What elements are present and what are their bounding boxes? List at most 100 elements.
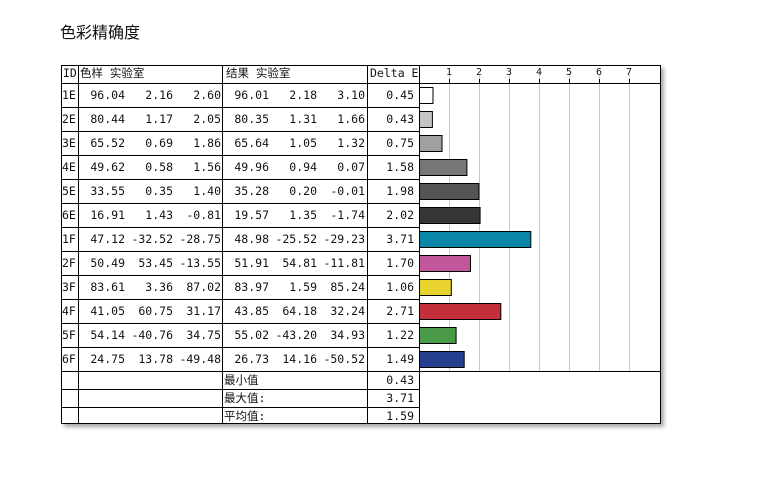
result-lab-value: 32.24 — [330, 304, 365, 318]
x-tick-label: 5 — [566, 67, 573, 78]
delta-e-bar-5f — [419, 327, 457, 344]
result-lab-value: 1.59 — [289, 280, 317, 294]
sample-lab-value: 16.91 — [90, 208, 125, 222]
sample-lab-value: 34.75 — [186, 328, 221, 342]
sample-lab-value: -32.52 — [131, 232, 173, 246]
sample-lab-value: 2.05 — [193, 112, 221, 126]
sample-lab-value: 53.45 — [138, 256, 173, 270]
delta-e-bar-1e — [419, 87, 434, 104]
result-lab-value: 48.98 — [234, 232, 269, 246]
summary-value: 3.71 — [386, 391, 414, 405]
header-delta-e: Delta E — [370, 66, 419, 80]
delta-e-bar-3f — [419, 279, 452, 296]
result-lab-value: 34.93 — [330, 328, 365, 342]
summary-label: 平均值: — [224, 409, 266, 423]
result-lab-value: 35.28 — [234, 184, 269, 198]
sample-lab-value: 54.14 — [90, 328, 125, 342]
sample-lab-value: 65.52 — [90, 136, 125, 150]
result-lab-value: -43.20 — [275, 328, 317, 342]
sample-lab-value: 50.49 — [90, 256, 125, 270]
sample-lab-value: 87.02 — [186, 280, 221, 294]
delta-e-value: 1.58 — [386, 160, 414, 174]
result-lab-value: -0.01 — [330, 184, 365, 198]
delta-e-value: 0.75 — [386, 136, 414, 150]
header-id: ID — [63, 66, 77, 80]
delta-e-value: 1.22 — [386, 328, 414, 342]
sample-lab-value: 1.40 — [193, 184, 221, 198]
sample-lab-value: -49.48 — [179, 352, 221, 366]
row-id: 1F — [62, 232, 76, 246]
result-lab-value: 51.91 — [234, 256, 269, 270]
row-id: 2F — [62, 256, 76, 270]
result-lab-value: 1.05 — [289, 136, 317, 150]
result-lab-value: 14.16 — [282, 352, 317, 366]
summary-value: 1.59 — [386, 409, 414, 423]
table-border — [61, 65, 661, 424]
x-tick-label: 3 — [506, 67, 513, 78]
result-lab-value: -29.23 — [323, 232, 365, 246]
row-id: 3F — [62, 280, 76, 294]
result-lab-value: 80.35 — [234, 112, 269, 126]
result-lab-value: 1.35 — [289, 208, 317, 222]
delta-e-bar-6e — [419, 207, 481, 224]
row-id: 1E — [62, 88, 76, 102]
result-lab-value: 49.96 — [234, 160, 269, 174]
sample-lab-value: 49.62 — [90, 160, 125, 174]
sample-lab-value: 0.69 — [145, 136, 173, 150]
result-lab-value: 3.10 — [337, 88, 365, 102]
x-tick-label: 4 — [536, 67, 543, 78]
result-lab-value: 43.85 — [234, 304, 269, 318]
result-lab-value: -1.74 — [330, 208, 365, 222]
delta-e-value: 1.06 — [386, 280, 414, 294]
result-lab-value: 1.31 — [289, 112, 317, 126]
result-lab-value: -50.52 — [323, 352, 365, 366]
delta-e-value: 2.02 — [386, 208, 414, 222]
sample-lab-value: 2.16 — [145, 88, 173, 102]
result-lab-value: 65.64 — [234, 136, 269, 150]
sample-lab-value: 96.04 — [90, 88, 125, 102]
summary-label: 最小值 — [224, 373, 259, 387]
result-lab-value: 26.73 — [234, 352, 269, 366]
x-tick-label: 1 — [446, 67, 453, 78]
result-lab-value: 55.02 — [234, 328, 269, 342]
sample-lab-value: 1.17 — [145, 112, 173, 126]
sample-lab-value: -28.75 — [179, 232, 221, 246]
result-lab-value: 0.94 — [289, 160, 317, 174]
sample-lab-value: 0.58 — [145, 160, 173, 174]
sample-lab-value: 1.43 — [145, 208, 173, 222]
sample-lab-value: 0.35 — [145, 184, 173, 198]
sample-lab-value: 2.60 — [193, 88, 221, 102]
x-tick-label: 7 — [626, 67, 633, 78]
delta-e-bar-1f — [419, 231, 532, 248]
sample-lab-value: 31.17 — [186, 304, 221, 318]
summary-value: 0.43 — [386, 373, 414, 387]
sample-lab-value: -13.55 — [179, 256, 221, 270]
sample-lab-value: -40.76 — [131, 328, 173, 342]
delta-e-value: 3.71 — [386, 232, 414, 246]
sample-lab-value: 83.61 — [90, 280, 125, 294]
result-lab-value: 85.24 — [330, 280, 365, 294]
row-id: 4E — [62, 160, 76, 174]
sample-lab-value: 47.12 — [90, 232, 125, 246]
page-title: 色彩精确度 — [60, 23, 141, 42]
result-lab-value: 0.20 — [289, 184, 317, 198]
delta-e-bar-3e — [419, 135, 443, 152]
x-tick-label: 6 — [596, 67, 603, 78]
result-lab-value: 1.32 — [337, 136, 365, 150]
result-lab-value: 19.57 — [234, 208, 269, 222]
delta-e-bar-4e — [419, 159, 468, 176]
row-id: 6F — [62, 352, 76, 366]
delta-e-bar-2e — [419, 111, 433, 128]
sample-lab-value: 41.05 — [90, 304, 125, 318]
result-lab-value: 1.66 — [337, 112, 365, 126]
color-accuracy-table: ID 色样 实验室 结果 实验室 Delta E 1 2 3 4 5 6 7 1E 96.04 2… — [61, 65, 661, 424]
row-id: 4F — [62, 304, 76, 318]
delta-e-value: 1.98 — [386, 184, 414, 198]
result-lab-value: 2.18 — [289, 88, 317, 102]
sample-lab-value: 60.75 — [138, 304, 173, 318]
header-sample-lab: 色样 实验室 — [80, 66, 145, 80]
delta-e-value: 1.49 — [386, 352, 414, 366]
x-tick-label: 2 — [476, 67, 483, 78]
delta-e-value: 0.43 — [386, 112, 414, 126]
sample-lab-value: 1.86 — [193, 136, 221, 150]
